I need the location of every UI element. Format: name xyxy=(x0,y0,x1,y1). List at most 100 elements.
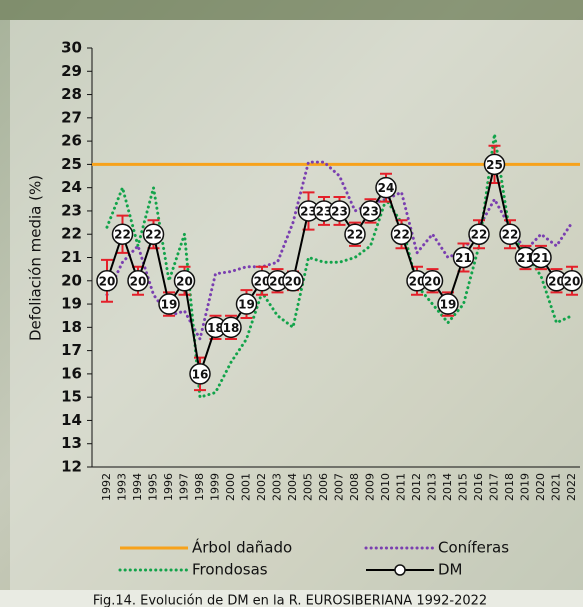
legend-label: Árbol dañado xyxy=(192,538,292,557)
x-tick-label: 2009 xyxy=(364,473,377,501)
x-tick-label: 2010 xyxy=(379,473,392,501)
y-tick-label: 24 xyxy=(61,178,82,196)
dm-label: 21 xyxy=(517,251,534,265)
dm-label: 22 xyxy=(347,228,364,242)
dm-point xyxy=(173,270,196,292)
x-tick-label: 2004 xyxy=(286,473,299,501)
dm-label: 19 xyxy=(161,298,178,312)
dm-label: 21 xyxy=(533,251,550,265)
dm-label: 20 xyxy=(409,274,426,288)
dm-label: 20 xyxy=(285,274,302,288)
series-line xyxy=(105,132,574,399)
x-tick-label: 2003 xyxy=(271,473,284,501)
x-tick-label: 2012 xyxy=(410,473,423,501)
dm-point xyxy=(282,270,304,292)
dm-point xyxy=(111,223,134,245)
dm-label: 25 xyxy=(486,158,503,172)
x-tick-label: 2021 xyxy=(550,473,563,501)
x-tick-label: 2017 xyxy=(488,473,501,501)
dm-point xyxy=(328,200,351,222)
x-tick-label: 2019 xyxy=(519,473,532,501)
x-tick-label: 1993 xyxy=(116,473,129,501)
dm-point xyxy=(468,223,490,245)
dm-label: 20 xyxy=(564,274,581,288)
dm-point xyxy=(158,293,180,315)
x-tick-label: 1996 xyxy=(162,473,175,501)
y-tick-label: 17 xyxy=(61,341,82,359)
dm-label: 23 xyxy=(316,204,333,218)
y-axis-label: Defoliación media (%) xyxy=(27,175,45,341)
dm-point xyxy=(127,270,149,292)
dm-label: 19 xyxy=(440,298,457,312)
dm-label: 24 xyxy=(378,181,395,195)
dm-label: 18 xyxy=(207,321,224,335)
dm-point xyxy=(499,223,521,245)
y-tick-label: 30 xyxy=(61,39,82,57)
dm-label: 23 xyxy=(331,204,348,218)
dm-label: 20 xyxy=(130,274,147,288)
legend-label: Coníferas xyxy=(438,539,509,557)
dm-label: 21 xyxy=(455,251,472,265)
legend-label: DM xyxy=(438,561,463,579)
y-tick-label: 18 xyxy=(61,318,82,336)
dm-label: 22 xyxy=(502,228,519,242)
y-tick-label: 13 xyxy=(61,434,82,452)
x-tick-label: 2018 xyxy=(503,473,516,501)
caption: Fig.14. Evolución de DM en la R. EUROSIB… xyxy=(93,594,487,608)
y-tick-label: 12 xyxy=(61,458,82,476)
dm-point xyxy=(359,200,382,222)
x-tick-label: 1994 xyxy=(131,473,144,501)
dm-point xyxy=(452,246,475,269)
dm-label: 22 xyxy=(471,228,488,242)
dm-label: 22 xyxy=(393,228,410,242)
dm-point xyxy=(437,293,459,315)
y-tick-label: 27 xyxy=(61,108,82,126)
y-tick-label: 20 xyxy=(61,271,82,289)
x-tick-label: 1995 xyxy=(147,473,160,501)
dm-point xyxy=(96,270,118,292)
x-tick-label: 2016 xyxy=(472,473,485,501)
x-tick-label: 2002 xyxy=(255,473,268,501)
dm-label: 16 xyxy=(192,367,209,381)
dm-point xyxy=(421,270,444,292)
y-tick-label: 29 xyxy=(61,62,82,80)
dm-label: 20 xyxy=(176,274,193,288)
legend-label: Frondosas xyxy=(192,561,268,579)
dm-label: 20 xyxy=(269,274,286,288)
dm-point xyxy=(530,246,552,269)
dm-label: 22 xyxy=(114,228,131,242)
dm-point xyxy=(189,363,211,385)
dm-label: 20 xyxy=(424,274,441,288)
plot-panel xyxy=(10,20,583,595)
x-tick-label: 2015 xyxy=(457,473,470,501)
dm-point xyxy=(561,270,583,292)
dm-label: 20 xyxy=(548,274,565,288)
dm-point xyxy=(483,153,506,176)
x-tick-label: 1998 xyxy=(193,473,206,501)
y-tick-label: 14 xyxy=(61,411,82,429)
dm-point xyxy=(142,223,165,245)
dm-point xyxy=(390,223,413,245)
dm-point xyxy=(235,293,258,315)
y-tick-label: 16 xyxy=(61,364,82,382)
dm-label: 18 xyxy=(223,321,240,335)
y-tick-label: 15 xyxy=(61,388,82,406)
dm-label: 20 xyxy=(99,274,116,288)
x-tick-label: 1999 xyxy=(209,473,222,501)
y-tick-label: 28 xyxy=(61,85,82,103)
y-tick-label: 26 xyxy=(61,132,82,150)
dm-label: 20 xyxy=(254,274,271,288)
x-tick-label: 2008 xyxy=(348,473,361,501)
y-tick-label: 22 xyxy=(61,225,82,243)
x-tick-label: 1992 xyxy=(100,473,113,501)
x-tick-label: 2007 xyxy=(333,473,346,501)
x-tick-label: 1997 xyxy=(178,473,191,501)
x-tick-label: 2001 xyxy=(240,473,253,501)
dm-point xyxy=(344,223,366,245)
y-tick-label: 21 xyxy=(61,248,82,266)
y-tick-label: 25 xyxy=(61,155,82,173)
x-tick-label: 2013 xyxy=(426,473,439,501)
series-line xyxy=(105,160,574,341)
dm-label: 23 xyxy=(362,204,379,218)
